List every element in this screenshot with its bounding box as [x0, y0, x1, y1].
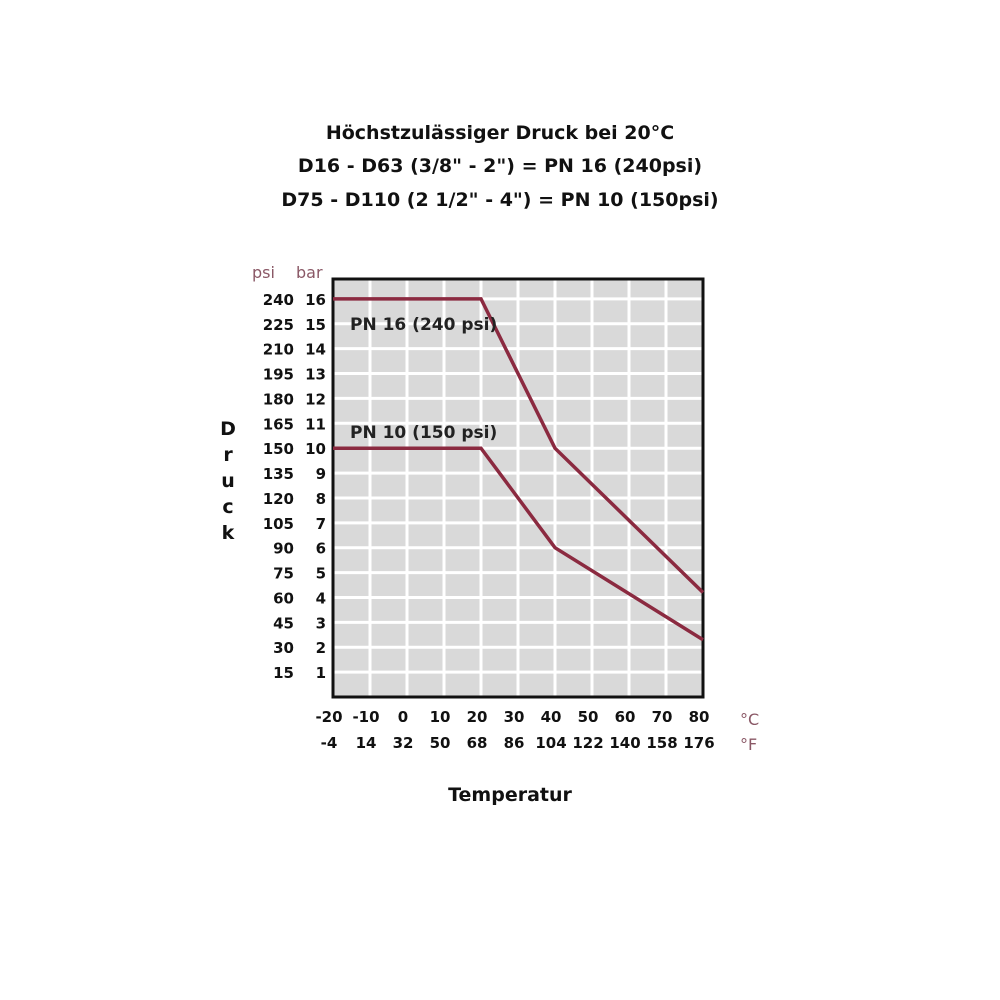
x-unit-celsius: °C — [740, 710, 759, 729]
y-tick-bar: 9 — [316, 465, 326, 483]
x-unit-fahrenheit: °F — [740, 735, 757, 754]
y-tick-bar: 5 — [316, 565, 326, 583]
x-tick-celsius: 70 — [652, 708, 673, 726]
y-tick-psi: 165 — [263, 415, 294, 433]
x-tick-fahrenheit: 14 — [356, 734, 377, 752]
y-tick-psi: 120 — [263, 490, 294, 508]
x-tick-fahrenheit: 86 — [504, 734, 525, 752]
x-tick-celsius: 60 — [615, 708, 636, 726]
x-tick-fahrenheit: -4 — [321, 734, 338, 752]
y-tick-bar: 15 — [305, 316, 326, 334]
y-tick-psi: 240 — [263, 291, 294, 309]
x-tick-fahrenheit: 50 — [430, 734, 451, 752]
series-line-pn10 — [333, 446, 704, 642]
y-tick-bar: 1 — [316, 664, 326, 682]
chart-title-line-3: D75 - D110 (2 1/2" - 4") = PN 10 (150psi… — [281, 189, 719, 211]
y-tick-psi: 90 — [273, 540, 294, 558]
y-tick-bar: 14 — [305, 341, 326, 359]
y-axis-label-letter: k — [221, 522, 235, 544]
y-tick-psi: 45 — [273, 614, 294, 632]
y-tick-bar: 8 — [316, 490, 326, 508]
y-tick-bar: 4 — [316, 589, 326, 607]
x-tick-celsius: 50 — [578, 708, 599, 726]
y-tick-bar: 16 — [305, 291, 326, 309]
x-tick-fahrenheit: 158 — [646, 734, 677, 752]
y-axis-label-letter: u — [221, 470, 235, 492]
y-tick-psi: 225 — [263, 316, 294, 334]
y-tick-psi: 15 — [273, 664, 294, 682]
y-tick-psi: 75 — [273, 565, 294, 583]
y-tick-psi: 150 — [263, 440, 294, 458]
series-line-pn16 — [333, 297, 705, 594]
x-tick-celsius: -20 — [315, 708, 342, 726]
y-tick-psi: 105 — [263, 515, 294, 533]
y-axis-label-letter: r — [223, 444, 233, 466]
y-tick-psi: 195 — [263, 366, 294, 384]
y-tick-bar: 2 — [316, 639, 326, 657]
y-unit-bar: bar — [296, 263, 323, 282]
x-tick-celsius: 20 — [467, 708, 488, 726]
x-tick-celsius: 80 — [689, 708, 710, 726]
y-tick-bar: 12 — [305, 390, 326, 408]
y-tick-psi: 60 — [273, 589, 294, 607]
x-tick-fahrenheit: 140 — [609, 734, 640, 752]
y-tick-bar: 11 — [305, 415, 326, 433]
x-tick-fahrenheit: 104 — [535, 734, 566, 752]
y-tick-bar: 3 — [316, 614, 326, 632]
x-tick-celsius: 0 — [398, 708, 408, 726]
y-tick-bar: 10 — [305, 440, 326, 458]
x-axis-label: Temperatur — [448, 784, 572, 806]
x-tick-fahrenheit: 122 — [572, 734, 603, 752]
series-label-pn10: PN 10 (150 psi) — [350, 423, 497, 443]
series-label-pn16: PN 16 (240 psi) — [350, 315, 497, 335]
x-tick-celsius: 10 — [430, 708, 451, 726]
x-tick-celsius: -10 — [352, 708, 379, 726]
chart-title-line-2: D16 - D63 (3/8" - 2") = PN 16 (240psi) — [297, 155, 703, 177]
chart-title-line-1: Höchstzulässiger Druck bei 20°C — [325, 122, 675, 144]
x-tick-celsius: 40 — [541, 708, 562, 726]
y-tick-bar: 6 — [316, 540, 326, 558]
y-tick-psi: 210 — [263, 341, 294, 359]
y-tick-psi: 30 — [273, 639, 294, 657]
y-unit-psi: psi — [252, 263, 275, 282]
y-axis-label-letter: D — [220, 418, 236, 440]
plot-frame — [331, 277, 705, 699]
x-tick-fahrenheit: 176 — [683, 734, 714, 752]
y-axis-label-letter: c — [222, 496, 234, 518]
y-tick-bar: 7 — [316, 515, 326, 533]
y-tick-psi: 135 — [263, 465, 294, 483]
x-tick-fahrenheit: 32 — [393, 734, 414, 752]
x-tick-fahrenheit: 68 — [467, 734, 488, 752]
y-tick-bar: 13 — [305, 366, 326, 384]
y-tick-psi: 180 — [263, 390, 294, 408]
x-tick-celsius: 30 — [504, 708, 525, 726]
